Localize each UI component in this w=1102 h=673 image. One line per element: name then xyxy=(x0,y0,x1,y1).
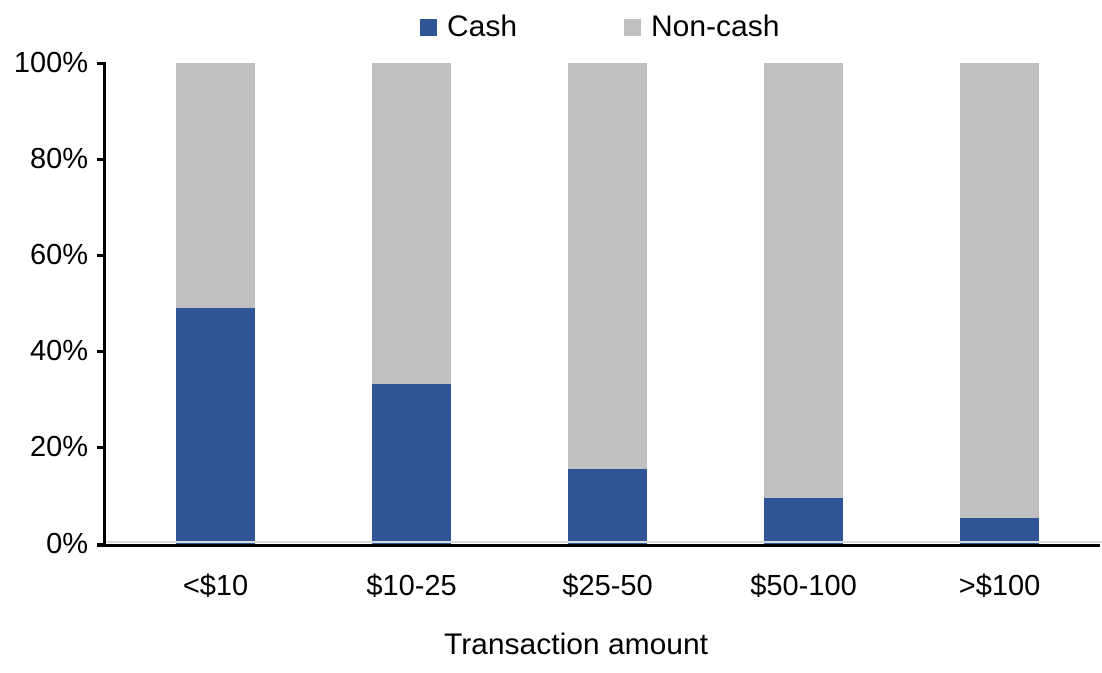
legend-item-non-cash: Non-cash xyxy=(624,12,779,42)
legend-item-cash: Cash xyxy=(420,12,517,42)
bar-segment-non-cash-50-100 xyxy=(764,63,843,498)
x-tick-label-50-100: $50-100 xyxy=(750,570,857,602)
legend-label-cash: Cash xyxy=(447,10,518,43)
x-tick-label-10: <$10 xyxy=(182,570,249,602)
y-tick-mark xyxy=(97,157,106,161)
bar-segment-non-cash-10 xyxy=(176,63,255,309)
y-tick-label-60: 60% xyxy=(29,238,88,271)
x-axis-title: Transaction amount xyxy=(443,628,709,661)
zero-gridline xyxy=(106,541,1102,543)
bar-segment-non-cash-100 xyxy=(960,63,1039,518)
bar-segment-cash-10 xyxy=(176,308,255,544)
bar-segment-non-cash-10-25 xyxy=(372,63,451,384)
y-tick-mark xyxy=(97,253,106,257)
x-axis-line xyxy=(97,544,1100,547)
x-tick-label-100: >$100 xyxy=(958,570,1041,602)
y-tick-mark xyxy=(97,61,106,65)
y-tick-label-40: 40% xyxy=(29,335,88,368)
legend-label-non-cash: Non-cash xyxy=(651,10,780,43)
bar-segment-cash-100 xyxy=(960,517,1039,544)
y-tick-label-100: 100% xyxy=(13,46,88,79)
legend-swatch-cash xyxy=(420,18,437,36)
y-tick-label-20: 20% xyxy=(29,431,88,464)
y-tick-mark xyxy=(97,350,106,354)
x-tick-label-10-25: $10-25 xyxy=(366,570,457,602)
y-tick-label-80: 80% xyxy=(29,142,88,175)
y-tick-mark xyxy=(97,446,106,450)
bar-segment-cash-10-25 xyxy=(372,383,451,544)
y-tick-label-0: 0% xyxy=(46,527,88,560)
bar-segment-cash-50-100 xyxy=(764,497,843,544)
legend-swatch-non-cash xyxy=(624,18,641,36)
bar-segment-non-cash-25-50 xyxy=(568,63,647,469)
y-axis-line xyxy=(103,63,106,547)
x-tick-label-25-50: $25-50 xyxy=(562,570,653,602)
bar-segment-cash-25-50 xyxy=(568,468,647,544)
